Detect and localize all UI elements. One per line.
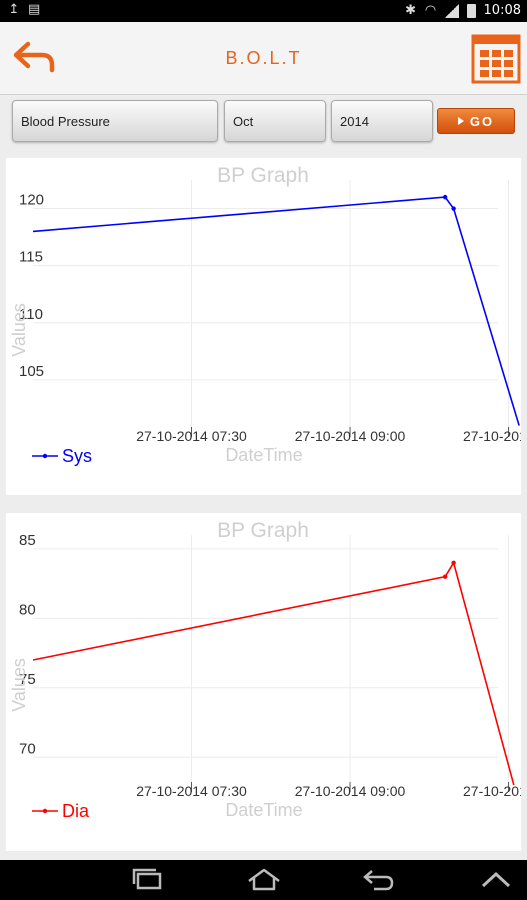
file-icon: ▤	[28, 2, 41, 17]
dia-chart: 70 75 80 85 BP Graph Values 27-10-2014 07:30 27…	[9, 519, 521, 821]
sys-chart: 105 110 115 120 BP Graph Values 27-10-2014 07:…	[9, 164, 521, 466]
go-button[interactable]: GO	[437, 108, 515, 134]
dia-legend-marker	[42, 808, 48, 814]
dia-title: BP Graph	[217, 519, 309, 542]
status-time: 10:08	[483, 3, 521, 18]
chevron-up-icon[interactable]	[478, 868, 514, 892]
sys-title: BP Graph	[217, 164, 309, 187]
sys-y-tick-label: 115	[19, 249, 43, 266]
app-header: B.O.L.T	[0, 22, 527, 95]
back-button[interactable]	[12, 40, 58, 76]
battery-icon	[466, 3, 476, 18]
sys-x-tick-label: 27-10-2014 10	[463, 428, 521, 444]
upload-icon: ↥	[8, 2, 20, 17]
sys-y-tick-label: 105	[19, 363, 44, 380]
wifi-icon: ◠	[424, 2, 437, 18]
filter-controls: Blood Pressure Oct 2014 GO	[12, 100, 517, 144]
year-select[interactable]: 2014	[331, 100, 433, 142]
sys-x-label: DateTime	[225, 445, 302, 465]
dia-x-label: DateTime	[225, 800, 302, 820]
sys-data-point	[451, 206, 456, 211]
recent-apps-icon[interactable]	[130, 868, 166, 892]
sys-x-tick-label: 27-10-2014 09:00	[295, 428, 406, 444]
dia-x-tick-label: 27-10-2014 09:00	[295, 783, 406, 799]
sys-legend-marker	[42, 453, 48, 459]
type-select[interactable]: Blood Pressure	[12, 100, 218, 142]
sys-y-label: Values	[9, 303, 29, 357]
back-arrow-icon	[13, 41, 55, 73]
dia-y-tick-label: 80	[19, 601, 36, 618]
go-label: GO	[469, 113, 495, 129]
play-icon	[457, 117, 464, 125]
calendar-icon	[471, 34, 521, 84]
dia-y-tick-label: 70	[19, 740, 36, 757]
dia-series-line	[32, 560, 515, 786]
home-icon[interactable]	[246, 868, 282, 892]
sys-y-tick-label: 120	[19, 192, 44, 209]
dia-y-tick-label: 75	[19, 671, 36, 688]
sys-series-line	[32, 196, 520, 426]
calendar-button[interactable]	[471, 34, 521, 84]
dia-chart-panel: 70 75 80 85 BP Graph Values 27-10-2014 07:30 27…	[6, 513, 521, 851]
app-title: B.O.L.T	[225, 48, 302, 68]
sys-y-tick-label: 110	[19, 306, 43, 323]
month-select[interactable]: Oct	[224, 100, 326, 142]
sys-data-point	[442, 194, 448, 200]
status-bar: ↥ ▤ ✱ ◠ 10:08	[0, 0, 527, 22]
bluetooth-icon: ✱	[405, 2, 416, 18]
dia-data-point	[442, 574, 448, 579]
sys-legend-label: Sys	[62, 446, 92, 466]
dia-x-tick-label: 27-10-2014 07:30	[136, 783, 247, 799]
back-icon[interactable]	[360, 868, 396, 892]
system-nav-bar	[0, 860, 527, 900]
sys-x-tick-label: 27-10-2014 07:30	[136, 428, 247, 444]
dia-legend-label: Dia	[62, 801, 90, 821]
signal-icon	[444, 3, 459, 18]
dia-y-label: Values	[9, 658, 29, 712]
dia-x-tick-label: 27-10-2014 10	[463, 783, 521, 799]
sys-chart-panel: 105 110 115 120 BP Graph Values 27-10-2014 07:…	[6, 158, 521, 495]
dia-data-point	[451, 560, 456, 565]
dia-y-tick-label: 85	[19, 532, 36, 549]
